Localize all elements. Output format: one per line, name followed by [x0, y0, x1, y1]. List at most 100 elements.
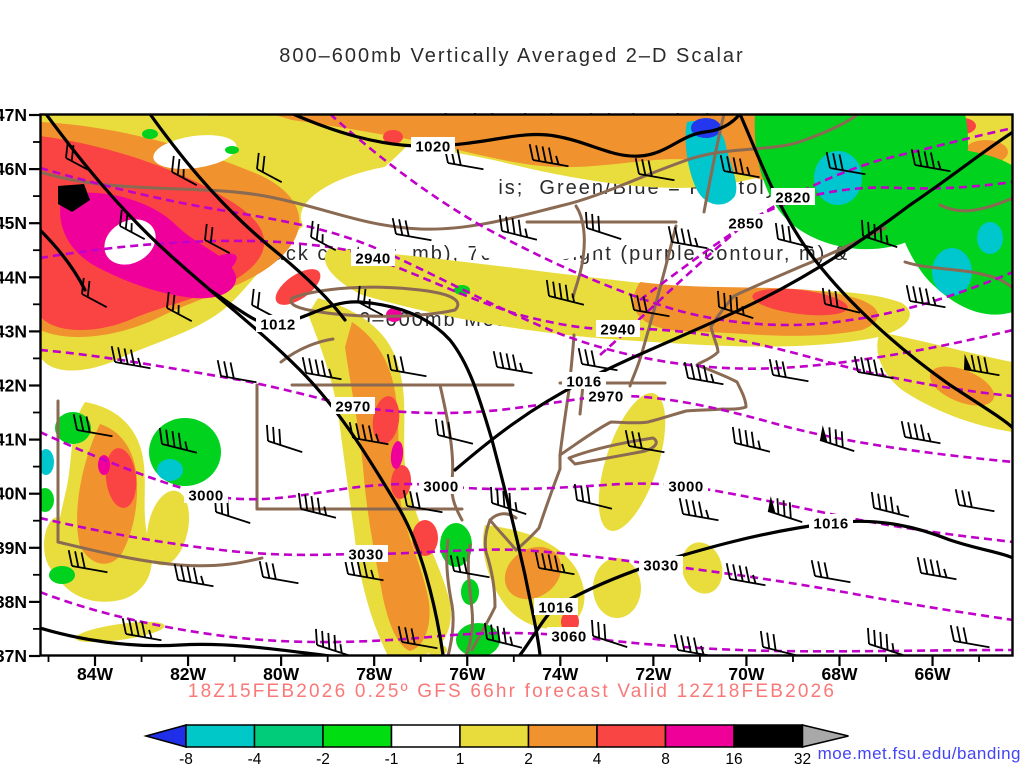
wind-barb — [492, 351, 533, 375]
wind-barb — [391, 218, 432, 242]
frontogenesis-shading-blob — [275, 269, 321, 305]
wind-barb-feather — [900, 421, 906, 438]
wind-barb-feather — [861, 219, 864, 237]
wind-barb-feather — [517, 219, 522, 236]
colorbar-segment — [185, 724, 256, 748]
wind-barb-half-feather — [885, 235, 889, 245]
wind-barb-feather — [505, 216, 510, 233]
wind-barb-feather — [404, 627, 410, 644]
wind-barb — [216, 360, 257, 384]
wind-barb — [297, 492, 337, 519]
wind-barb — [72, 414, 113, 438]
wind-barb-feather — [907, 422, 913, 439]
wind-barb-feather — [674, 227, 680, 244]
wind-barb-feather — [683, 362, 689, 379]
wind-barb-feather — [719, 155, 725, 172]
wind-barb-feather — [492, 351, 498, 368]
wind-barb-feather — [81, 277, 85, 295]
wind-barb-feather — [597, 621, 601, 639]
wind-barb-feather — [759, 630, 764, 648]
mslp-contour-label: 1016 — [538, 600, 573, 617]
wind-barb — [667, 226, 708, 250]
frontogenesis-shading-blob — [157, 459, 183, 481]
wind-barb-feather — [817, 561, 823, 578]
wind-barb — [673, 634, 714, 655]
wind-barb-staff — [920, 572, 957, 581]
wind-barb-feather — [216, 360, 222, 377]
wind-barb-pennant — [768, 496, 776, 514]
coastline-border-path — [488, 512, 518, 522]
lat-axis-label: 42N — [0, 376, 27, 396]
wind-barb-feather — [731, 426, 736, 444]
wind-barb-feather — [361, 424, 367, 441]
height-contour-label: 3000 — [188, 488, 223, 505]
wind-barb-feather — [696, 364, 702, 381]
frontogenesis-shading-blob — [685, 120, 737, 205]
wind-barb-feather — [193, 567, 199, 584]
wind-barb-feather — [456, 556, 462, 573]
wind-barb-feather — [176, 158, 181, 176]
wind-barb-feather — [552, 281, 557, 298]
wind-barb-feather — [490, 486, 493, 504]
colorbar-segment — [459, 724, 530, 748]
coastline-border-path — [56, 540, 264, 568]
frontogenesis-shading-blob — [372, 396, 400, 444]
colorbar: -8 -4 -2 -1 1 2 4 8 16 32 — [143, 724, 849, 768]
lon-axis-label: 84W — [77, 664, 113, 684]
wind-barb-half-feather — [321, 234, 324, 244]
wind-barb-feather — [399, 356, 405, 373]
wind-barb-feather — [637, 432, 643, 449]
mslp-contour — [44, 115, 445, 655]
wind-barb-staff — [204, 239, 231, 254]
wind-barb-feather — [750, 431, 755, 448]
wind-barb — [386, 354, 427, 378]
wind-barb-feather — [171, 155, 175, 173]
wind-barb-half-feather — [757, 440, 762, 450]
wind-barb-feather — [278, 428, 282, 446]
wind-barb-half-feather — [148, 629, 153, 639]
frontogenesis-shading-blob — [44, 517, 72, 573]
wind-barb-staff — [868, 643, 904, 655]
height-contour — [329, 115, 1012, 327]
wind-barb-feather — [732, 564, 738, 581]
wind-barb-feather — [873, 359, 879, 376]
wind-barb-half-feather — [752, 574, 757, 584]
lon-axis-label: 70W — [728, 664, 764, 684]
contour-label-layer: 1020 1012 1016 1016 1016 2820 2850 2940 2940 2970… — [184, 137, 853, 646]
wind-barb — [449, 555, 490, 579]
wind-barb-feather — [251, 288, 255, 306]
height-contour-label: 3000 — [668, 479, 703, 496]
wind-barb-feather — [410, 628, 416, 645]
wind-barb-feather — [490, 624, 495, 641]
wind-barb-feather — [321, 360, 327, 377]
height-contour-label-box — [596, 320, 640, 337]
wind-barb — [301, 357, 342, 381]
wind-barb-feather — [787, 226, 792, 243]
wind-barb-feather — [885, 633, 889, 651]
height-contour-label-box — [331, 397, 375, 414]
wind-barb-feather — [310, 496, 315, 513]
wind-barb-feather — [883, 495, 888, 512]
wind-barb-feather — [838, 154, 844, 171]
mslp-contour — [41, 626, 332, 655]
frontogenesis-shading-blob — [383, 130, 403, 144]
wind-barb-feather — [687, 229, 693, 246]
lat-axis-label: 37N — [0, 646, 27, 666]
wind-barb-feather — [828, 289, 833, 306]
height-contour-label: 3030 — [643, 558, 678, 575]
frontogenesis-shading-blob — [475, 216, 615, 264]
wind-barb-feather — [110, 346, 116, 363]
wind-barb-feather — [573, 483, 578, 501]
wind-barb-feather — [923, 151, 929, 168]
height-contour-label: 2850 — [728, 216, 763, 233]
wind-barb-feather — [315, 223, 320, 241]
wind-barb-staff — [310, 236, 337, 251]
wind-barb-feather — [271, 563, 277, 580]
lon-axis-label: 66W — [915, 664, 951, 684]
wind-barb — [204, 223, 231, 254]
wind-barb-staff — [904, 436, 941, 445]
wind-barb-feather — [314, 359, 320, 376]
wind-barb-feather — [698, 501, 704, 518]
wind-barb-feather — [910, 149, 916, 166]
wind-barb — [768, 359, 809, 383]
